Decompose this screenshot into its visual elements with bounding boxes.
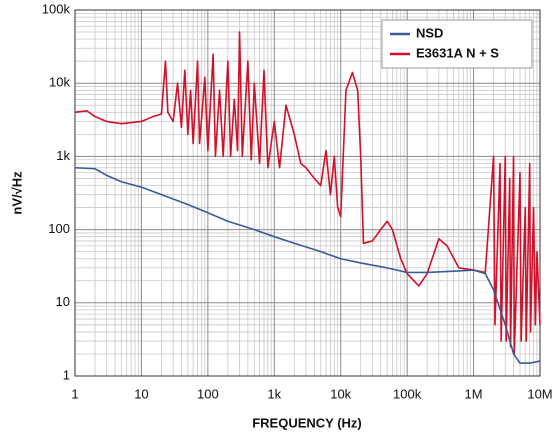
y-tick-label: 1 [63, 367, 70, 382]
x-tick-label: 1 [71, 386, 78, 401]
series-line [74, 166, 541, 364]
x-tick-label: 100k [393, 386, 422, 401]
x-tick-label: 10M [527, 386, 552, 401]
legend-label: NSD [416, 25, 443, 40]
y-tick-label: 100 [48, 221, 70, 236]
plot-frame [74, 9, 541, 377]
y-tick-label: 10k [49, 75, 70, 90]
x-tick-label: 10 [134, 386, 148, 401]
y-axis-label: nV/√Hz [9, 171, 24, 215]
x-tick-label: 100 [197, 386, 219, 401]
series-line [74, 31, 541, 355]
x-tick-label: 1k [267, 386, 281, 401]
y-tick-label: 10 [56, 294, 70, 309]
y-tick-label: 1k [56, 148, 70, 163]
x-tick-label: 1M [465, 386, 483, 401]
x-tick-label: 10k [330, 386, 351, 401]
y-tick-label: 100k [42, 1, 71, 16]
legend-box [381, 19, 533, 69]
x-axis-label: FREQUENCY (Hz) [252, 415, 362, 430]
legend-label: E3631A N + S [416, 45, 499, 60]
